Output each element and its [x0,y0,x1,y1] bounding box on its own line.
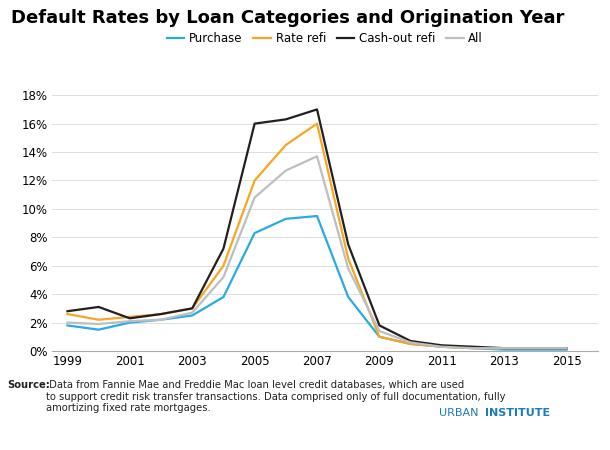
Text: URBAN: URBAN [439,409,479,419]
Legend: Purchase, Rate refi, Cash-out refi, All: Purchase, Rate refi, Cash-out refi, All [162,27,488,50]
Text: Data from Fannie Mae and Freddie Mac loan level credit databases, which are used: Data from Fannie Mae and Freddie Mac loa… [46,380,505,414]
Text: Source:: Source: [7,380,50,390]
Text: INSTITUTE: INSTITUTE [485,409,550,419]
Text: Default Rates by Loan Categories and Origination Year: Default Rates by Loan Categories and Ori… [11,9,564,27]
